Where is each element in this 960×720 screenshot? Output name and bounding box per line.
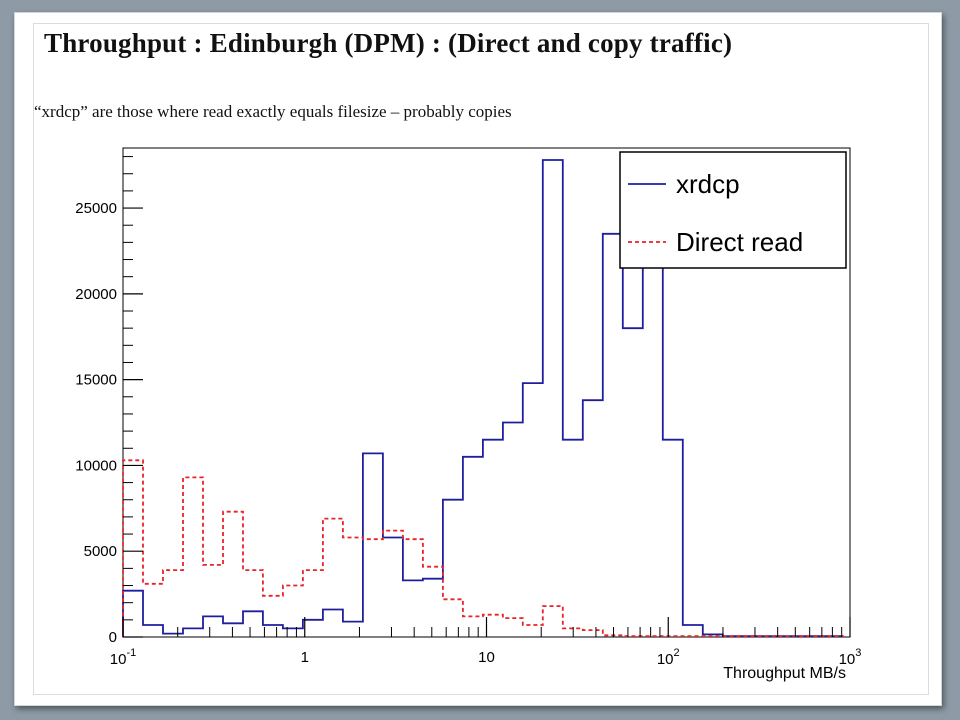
x-tick-label: 102 (657, 647, 680, 668)
slide-subtitle: “xrdcp” are those where read exactly equ… (34, 102, 512, 121)
x-tick-label: 10-1 (110, 647, 136, 668)
legend-label: xrdcp (676, 169, 740, 199)
legend-box (619, 151, 847, 269)
y-tick-label: 20000 (75, 286, 117, 303)
series-line-direct-read (122, 459, 844, 637)
x-axis-title: Throughput MB/s (723, 665, 846, 682)
y-tick-label: 25000 (75, 200, 117, 217)
slide-border (33, 23, 929, 695)
x-tick-label: 103 (839, 647, 862, 668)
y-tick-label: 5000 (84, 543, 117, 560)
x-tick-label: 10 (478, 649, 495, 666)
y-tick-label: 15000 (75, 372, 117, 389)
series-line-xrdcp (122, 159, 844, 637)
series-layer (122, 159, 844, 637)
axes: 0 5000 10000 15000 20000 25000 10-1 1 10 102 103Th… (75, 156, 862, 682)
x-tick-label: 1 (301, 649, 309, 666)
y-tick-label: 10000 (75, 457, 117, 474)
slide-title: Throughput : Edinburgh (DPM) : (Direct a… (44, 28, 733, 58)
slide (14, 12, 942, 706)
legend: xrdcp Direct read (619, 151, 847, 269)
y-tick-label: 0 (109, 629, 117, 646)
legend-label: Direct read (676, 227, 803, 257)
